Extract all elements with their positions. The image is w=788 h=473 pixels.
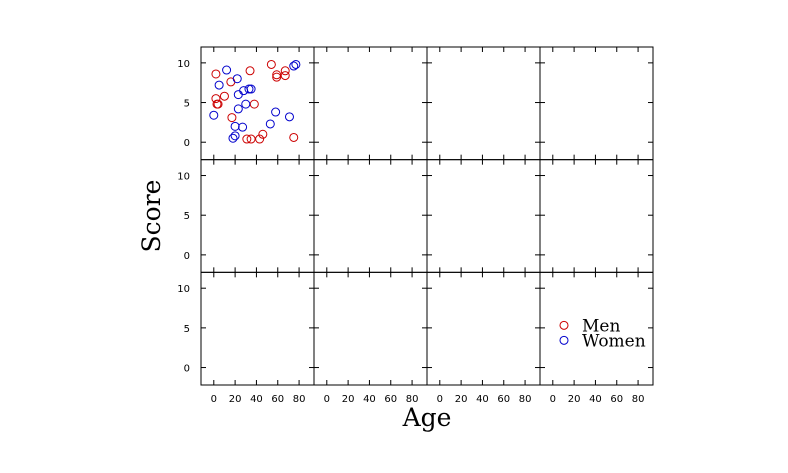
data-point-women: [228, 133, 238, 143]
panel-frame: [313, 46, 428, 161]
data-point-women: [271, 107, 281, 117]
panel-8: [539, 159, 654, 273]
y-tick-label: 10: [177, 59, 190, 70]
x-tick-label: 60: [610, 394, 623, 405]
data-point-men: [211, 69, 221, 79]
data-point-men: [266, 59, 276, 69]
panel-frame: [313, 271, 428, 386]
y-axis-title: Score: [137, 180, 166, 253]
panel-12: 0 20 40 60 80: [539, 271, 654, 405]
data-points: [209, 59, 301, 144]
x-tick-label: 40: [476, 394, 489, 405]
data-point-women: [238, 122, 248, 132]
data-point-women: [222, 65, 232, 75]
data-point-women: [230, 121, 240, 131]
data-point-men: [272, 72, 282, 82]
legend-marker-men: [559, 320, 569, 330]
panel-7: [426, 159, 541, 273]
data-point-men: [258, 129, 268, 139]
data-point-men: [242, 134, 252, 144]
data-point-men: [246, 134, 256, 144]
series-men: [211, 59, 299, 144]
panel-frame: [426, 46, 541, 161]
data-point-men: [272, 70, 282, 80]
panel-frame: [426, 271, 541, 386]
series-women: [209, 59, 301, 143]
x-tick-label: 0: [550, 394, 556, 405]
x-tick-label: 40: [363, 394, 376, 405]
data-point-men: [245, 66, 255, 76]
y-tick-label: 0: [184, 138, 190, 149]
panel-2: [313, 46, 428, 161]
data-point-women: [244, 84, 254, 94]
data-point-women: [284, 112, 294, 122]
data-point-men: [280, 71, 290, 81]
x-tick-label: 40: [589, 394, 602, 405]
panel-frame: [426, 159, 541, 273]
data-point-women: [232, 74, 242, 84]
data-point-women: [214, 80, 224, 90]
data-point-men: [219, 91, 229, 101]
data-point-women: [265, 119, 275, 129]
panel-frame: [313, 159, 428, 273]
x-tick-label: 0: [211, 394, 217, 405]
panel-frame: [200, 271, 315, 386]
data-point-men: [227, 113, 237, 123]
data-point-men: [289, 132, 299, 142]
data-point-women: [209, 110, 219, 120]
y-tick-label: 0: [184, 251, 190, 262]
y-tick-label: 10: [177, 172, 190, 183]
x-tick-label: 60: [497, 394, 510, 405]
panel-4: [539, 46, 654, 161]
panel-frame: [539, 46, 654, 161]
x-tick-label: 80: [293, 394, 306, 405]
x-tick-label: 80: [519, 394, 532, 405]
x-tick-label: 60: [271, 394, 284, 405]
y-tick-label: 5: [184, 99, 190, 110]
y-tick-label: 5: [184, 324, 190, 335]
y-tick-label: 0: [184, 364, 190, 375]
data-point-men: [249, 99, 259, 109]
x-tick-label: 20: [229, 394, 242, 405]
data-point-women: [239, 86, 249, 96]
x-tick-label: 40: [250, 394, 263, 405]
data-point-men: [280, 66, 290, 76]
x-axis-title: Age: [402, 403, 452, 432]
x-tick-label: 0: [437, 394, 443, 405]
x-tick-label: 20: [342, 394, 355, 405]
panel-6: [313, 159, 428, 273]
data-point-women: [233, 90, 243, 100]
panel-10: 0 20 40 60 80: [313, 271, 428, 405]
panel-frame: [200, 159, 315, 273]
data-point-women: [246, 84, 256, 94]
data-point-men: [255, 134, 265, 144]
panel-11: 0 20 40 60 80: [426, 271, 541, 405]
x-tick-label: 60: [384, 394, 397, 405]
x-tick-label: 80: [632, 394, 645, 405]
panel-frame: [539, 159, 654, 273]
panel-frame: [539, 271, 654, 386]
panel-9: 0 5 10 0 20 40 60 80: [177, 271, 315, 405]
y-tick-label: 5: [184, 211, 190, 222]
data-point-women: [291, 59, 301, 69]
x-tick-label: 0: [324, 394, 330, 405]
data-point-women: [241, 99, 251, 109]
data-point-women: [233, 104, 243, 114]
data-point-women: [289, 61, 299, 71]
data-point-men: [213, 99, 223, 109]
panel-3: [426, 46, 541, 161]
x-tick-label: 20: [568, 394, 581, 405]
legend-label-men: Men: [582, 316, 620, 336]
data-point-women: [230, 131, 240, 141]
panel-5: 0 5 10: [177, 159, 315, 273]
legend-marker-women: [559, 335, 569, 345]
y-tick-label: 10: [177, 284, 190, 295]
x-tick-label: 80: [406, 394, 419, 405]
x-tick-label: 20: [455, 394, 468, 405]
data-point-men: [211, 94, 221, 104]
legend-label-women: Women: [582, 331, 646, 351]
